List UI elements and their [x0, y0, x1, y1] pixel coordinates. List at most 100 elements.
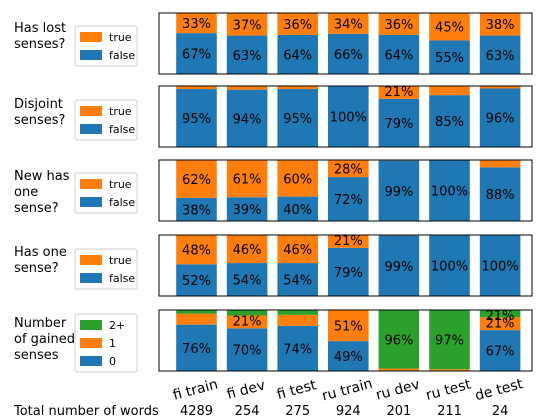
data-label-p0-c4-s0: 64%	[384, 48, 413, 63]
bar-segment-p4-c4-s2	[378, 310, 420, 369]
data-label-p0-c2-s1: 36%	[283, 18, 312, 33]
bar-segment-p3-c4-s0	[378, 235, 420, 296]
bar-segment-p0-c0-s0	[176, 33, 217, 74]
bar-segment-p0-c3-s0	[328, 33, 369, 74]
data-label-p0-c0-s0: 67%	[182, 48, 211, 63]
x-tick-label-6: de test	[473, 376, 525, 404]
bar-segment-p2-c6-s0	[479, 167, 521, 221]
bar-segment-p0-c1-s1	[226, 13, 268, 36]
bar-segment-p2-c3-s1	[328, 160, 369, 178]
data-label-p1-c5-s0: 85%	[435, 115, 464, 130]
data-label-p3-c6-s0: 100%	[482, 260, 519, 275]
data-label-p0-c3-s0: 66%	[334, 48, 363, 63]
bar-segment-p1-c5-s0	[429, 95, 470, 147]
data-label-p3-c2-s1: 46%	[283, 243, 312, 258]
bar-segment-p0-c1-s0	[226, 35, 268, 74]
panel-ylabel-0-line-0: Has lost	[14, 21, 66, 36]
data-label-p0-c6-s0: 63%	[486, 49, 515, 64]
bar-segment-p3-c0-s0	[176, 264, 217, 296]
bar-segment-p4-c2-s1	[277, 314, 318, 326]
x-tick-label-0: fi train	[171, 376, 219, 403]
bar-segment-p4-c5-s2	[429, 310, 470, 370]
bar-segment-p4-c3-s0	[328, 341, 369, 371]
data-label-p1-c3-s0: 100%	[330, 111, 367, 126]
bar-segment-p4-c1-s2	[226, 310, 268, 316]
bar-segment-p2-c2-s0	[277, 196, 318, 221]
panel-ylabel-3-line-1: sense?	[14, 261, 59, 276]
data-label-p4-c6-s2: 21%	[486, 309, 515, 324]
data-label-p3-c3-s1: 21%	[334, 234, 363, 249]
bar-segment-p0-c6-s0	[479, 35, 521, 74]
data-label-p0-c3-s1: 34%	[334, 17, 363, 32]
footer-count-1: 254	[235, 404, 260, 419]
bar-segment-p1-c2-s1	[277, 86, 318, 90]
panel-frame-1	[158, 85, 533, 148]
data-label-p4-c3-s1: 51%	[334, 320, 363, 335]
legend-swatch-1-0	[80, 106, 102, 116]
bar-segment-p4-c6-s1	[479, 317, 521, 331]
bar-segment-p1-c1-s0	[226, 89, 268, 147]
x-tick-label-2: fi test	[275, 377, 318, 403]
panel-ylabel-4-line-1: of gained	[14, 332, 75, 347]
panel-frame-4	[158, 309, 533, 372]
data-label-p1-c1-s0: 94%	[233, 112, 262, 127]
bar-segment-p4-c3-s1	[328, 310, 369, 342]
bar-segment-p1-c6-s1	[479, 86, 521, 89]
bar-segment-p4-c4-s1	[378, 368, 420, 371]
data-label-p3-c1-s1: 46%	[233, 243, 262, 258]
bar-segment-p0-c5-s0	[429, 40, 470, 74]
x-tick-label-3: ru train	[320, 376, 374, 405]
bar-segment-p0-c2-s1	[277, 13, 318, 35]
data-label-p4-c1-s0: 70%	[233, 344, 262, 359]
legend-label-3-0: true	[109, 254, 132, 267]
bar-segment-p2-c4-s0	[378, 160, 420, 221]
data-label-p1-c4-s0: 79%	[384, 117, 413, 132]
data-label-p3-c1-s0: 54%	[233, 274, 262, 289]
panel-ylabel-0-line-1: senses?	[14, 37, 65, 52]
bar-segment-p1-c1-s1	[226, 86, 268, 90]
bar-segment-p4-c0-s2	[176, 310, 217, 314]
bar-segment-p0-c5-s1	[429, 13, 470, 41]
data-label-p4-c2-s0: 74%	[283, 342, 312, 357]
bar-segment-p0-c4-s0	[378, 34, 420, 74]
data-label-p2-c0-s0: 38%	[182, 203, 211, 218]
legend-label-2-1: false	[109, 196, 135, 209]
data-label-p4-c3-s0: 49%	[334, 350, 363, 365]
panel-frame-2	[158, 159, 533, 222]
data-label-p1-c0-s0: 95%	[182, 112, 211, 127]
bar-segment-p0-c3-s1	[328, 13, 369, 34]
bar-segment-p4-c6-s2	[479, 310, 521, 318]
bar-segment-p1-c0-s1	[176, 86, 217, 90]
panel-ylabel-4-line-0: Number	[14, 316, 67, 331]
data-label-p2-c1-s1: 61%	[233, 173, 262, 188]
data-label-p4-c1-s1: 21%	[233, 314, 262, 329]
bar-segment-p4-c5-s1	[429, 369, 470, 371]
data-label-p2-c2-s1: 60%	[283, 172, 312, 187]
data-label-p0-c2-s0: 64%	[283, 48, 312, 63]
footer-count-2: 275	[285, 404, 310, 419]
data-label-p4-c0-s0: 76%	[182, 342, 211, 357]
data-label-p2-c6-s0: 88%	[486, 188, 515, 203]
bar-segment-p1-c2-s0	[277, 89, 318, 147]
bar-segment-p3-c3-s0	[328, 247, 369, 296]
bar-segment-p4-c1-s0	[226, 328, 268, 371]
bar-segment-p3-c6-s0	[479, 235, 521, 296]
data-label-p2-c0-s1: 62%	[182, 173, 211, 188]
data-label-p2-c1-s0: 39%	[233, 203, 262, 218]
panel-ylabel-2-line-1: one	[14, 185, 38, 200]
legend-swatch-1-1	[80, 124, 102, 134]
footer-label: Total number of words	[13, 404, 159, 419]
legend-label-1-0: true	[109, 105, 132, 118]
bar-segment-p3-c1-s1	[226, 235, 268, 264]
legend-swatch-3-0	[80, 255, 102, 265]
data-label-p1-c2-s0: 95%	[283, 112, 312, 127]
bar-segment-p4-c0-s1	[176, 313, 217, 325]
bar-segment-p3-c3-s1	[328, 235, 369, 248]
panel-frame-3	[158, 234, 533, 297]
bar-segment-p4-c2-s0	[277, 325, 318, 371]
data-label-p3-c2-s0: 54%	[283, 274, 312, 289]
bar-segment-p2-c3-s0	[328, 177, 369, 221]
legend-label-0-1: false	[109, 49, 135, 62]
legend-label-4-0: 2+	[109, 319, 125, 332]
